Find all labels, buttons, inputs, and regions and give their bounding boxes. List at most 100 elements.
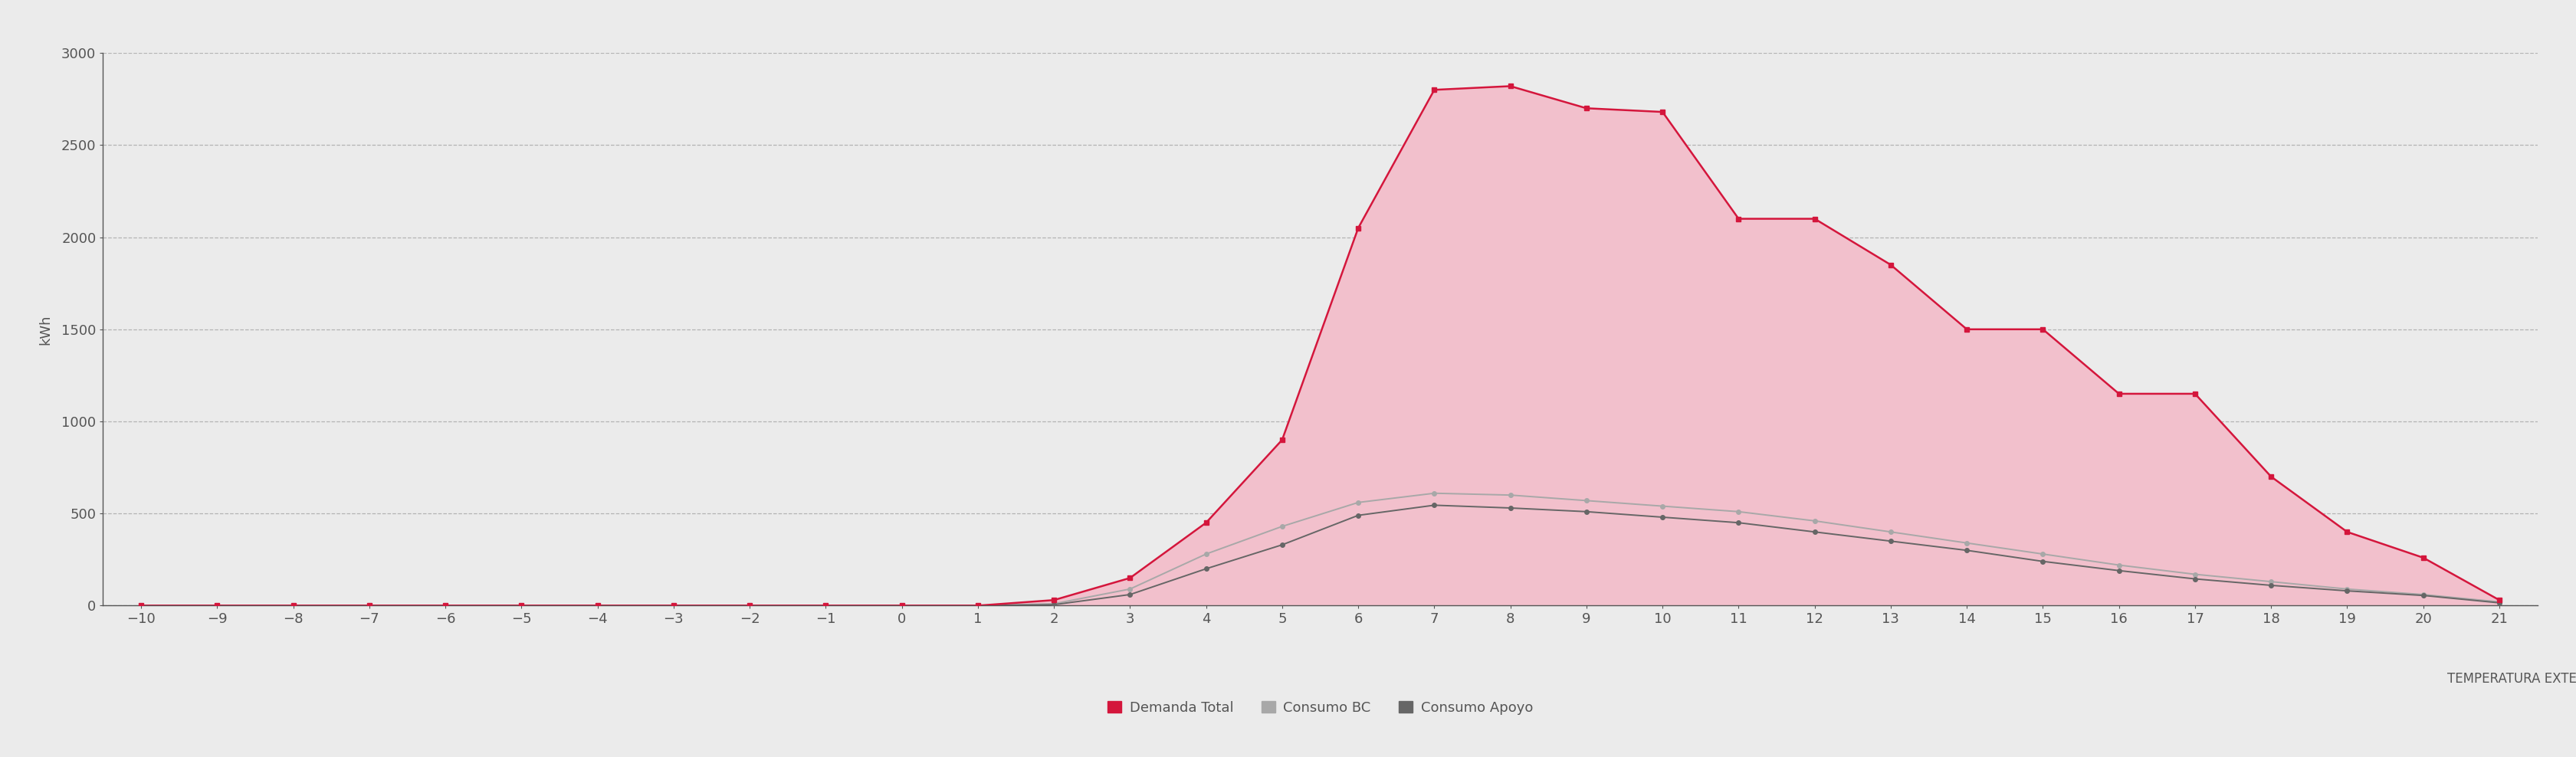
Consumo Apoyo bbox=[1723, 518, 1754, 527]
Demanda Total bbox=[811, 601, 842, 610]
Consumo Apoyo bbox=[1494, 503, 1525, 512]
Demanda Total bbox=[1571, 104, 1602, 113]
Consumo BC bbox=[582, 601, 613, 610]
Demanda Total bbox=[2483, 596, 2514, 605]
Consumo BC bbox=[1798, 516, 1829, 525]
Consumo BC bbox=[1875, 528, 1906, 537]
Demanda Total bbox=[1494, 82, 1525, 91]
Consumo Apoyo bbox=[1953, 546, 1984, 555]
Line: Demanda Total: Demanda Total bbox=[139, 83, 2501, 609]
Consumo Apoyo bbox=[1267, 540, 1298, 550]
Demanda Total bbox=[1646, 107, 1677, 117]
Demanda Total bbox=[1723, 214, 1754, 223]
Consumo BC bbox=[505, 601, 536, 610]
Consumo BC bbox=[1038, 600, 1069, 609]
Consumo BC bbox=[2105, 560, 2136, 569]
Demanda Total bbox=[963, 601, 994, 610]
Consumo BC bbox=[1723, 507, 1754, 516]
Consumo BC bbox=[201, 601, 232, 610]
Legend: Demanda Total, Consumo BC, Consumo Apoyo: Demanda Total, Consumo BC, Consumo Apoyo bbox=[1103, 696, 1538, 720]
Demanda Total bbox=[2027, 325, 2058, 334]
Demanda Total bbox=[2179, 389, 2210, 398]
Demanda Total bbox=[1419, 86, 1450, 95]
Demanda Total bbox=[1798, 214, 1829, 223]
Demanda Total bbox=[2331, 528, 2362, 537]
Demanda Total bbox=[582, 601, 613, 610]
Consumo Apoyo bbox=[734, 601, 765, 610]
Consumo BC bbox=[2409, 590, 2439, 599]
Consumo Apoyo bbox=[353, 601, 384, 610]
Consumo BC bbox=[734, 601, 765, 610]
Consumo Apoyo bbox=[505, 601, 536, 610]
Consumo BC bbox=[1646, 502, 1677, 511]
Demanda Total bbox=[1953, 325, 1984, 334]
Consumo Apoyo bbox=[1571, 507, 1602, 516]
Demanda Total bbox=[126, 601, 157, 610]
Consumo Apoyo bbox=[2331, 587, 2362, 596]
Consumo Apoyo bbox=[2409, 591, 2439, 600]
Consumo BC bbox=[353, 601, 384, 610]
Demanda Total bbox=[1038, 596, 1069, 605]
Consumo Apoyo bbox=[2105, 566, 2136, 575]
Consumo BC bbox=[1267, 522, 1298, 531]
Consumo Apoyo bbox=[1342, 511, 1373, 520]
Consumo BC bbox=[1419, 489, 1450, 498]
Consumo BC bbox=[2257, 577, 2287, 586]
Consumo Apoyo bbox=[1798, 528, 1829, 537]
Demanda Total bbox=[353, 601, 384, 610]
Line: Consumo BC: Consumo BC bbox=[139, 491, 2501, 608]
Demanda Total bbox=[1190, 518, 1221, 527]
Consumo Apoyo bbox=[126, 601, 157, 610]
Demanda Total bbox=[505, 601, 536, 610]
Consumo BC bbox=[1571, 496, 1602, 505]
Consumo Apoyo bbox=[430, 601, 461, 610]
Consumo Apoyo bbox=[657, 601, 688, 610]
Demanda Total bbox=[1267, 435, 1298, 444]
Consumo BC bbox=[963, 601, 994, 610]
Demanda Total bbox=[2409, 553, 2439, 562]
Consumo BC bbox=[278, 601, 309, 610]
Demanda Total bbox=[201, 601, 232, 610]
Consumo BC bbox=[2179, 570, 2210, 579]
Line: Consumo Apoyo: Consumo Apoyo bbox=[139, 503, 2501, 608]
Demanda Total bbox=[2105, 389, 2136, 398]
Consumo Apoyo bbox=[201, 601, 232, 610]
Y-axis label: kWh: kWh bbox=[39, 314, 52, 344]
Demanda Total bbox=[1115, 574, 1146, 583]
Consumo BC bbox=[1115, 584, 1146, 593]
Consumo BC bbox=[126, 601, 157, 610]
Demanda Total bbox=[2257, 472, 2287, 481]
Consumo BC bbox=[886, 601, 917, 610]
Consumo BC bbox=[1190, 550, 1221, 559]
Consumo BC bbox=[1342, 498, 1373, 507]
Demanda Total bbox=[1875, 260, 1906, 269]
Consumo Apoyo bbox=[2257, 581, 2287, 590]
Demanda Total bbox=[657, 601, 688, 610]
Consumo Apoyo bbox=[2179, 575, 2210, 584]
Consumo BC bbox=[430, 601, 461, 610]
Consumo BC bbox=[1494, 491, 1525, 500]
Consumo Apoyo bbox=[963, 601, 994, 610]
Consumo Apoyo bbox=[886, 601, 917, 610]
Consumo Apoyo bbox=[1419, 500, 1450, 509]
Consumo Apoyo bbox=[1115, 590, 1146, 599]
Consumo BC bbox=[2483, 597, 2514, 606]
Demanda Total bbox=[430, 601, 461, 610]
Consumo Apoyo bbox=[278, 601, 309, 610]
Consumo BC bbox=[2331, 584, 2362, 593]
Demanda Total bbox=[278, 601, 309, 610]
Consumo BC bbox=[657, 601, 688, 610]
Consumo Apoyo bbox=[1190, 564, 1221, 573]
Consumo BC bbox=[2027, 550, 2058, 559]
Consumo Apoyo bbox=[2027, 557, 2058, 566]
Consumo Apoyo bbox=[1038, 600, 1069, 609]
Demanda Total bbox=[886, 601, 917, 610]
Demanda Total bbox=[1342, 223, 1373, 232]
Consumo Apoyo bbox=[1646, 512, 1677, 522]
Consumo Apoyo bbox=[1875, 537, 1906, 546]
Consumo BC bbox=[1953, 538, 1984, 547]
X-axis label: TEMPERATURA EXTERIOR ºC: TEMPERATURA EXTERIOR ºC bbox=[2447, 672, 2576, 686]
Consumo Apoyo bbox=[2483, 598, 2514, 607]
Consumo Apoyo bbox=[811, 601, 842, 610]
Consumo BC bbox=[811, 601, 842, 610]
